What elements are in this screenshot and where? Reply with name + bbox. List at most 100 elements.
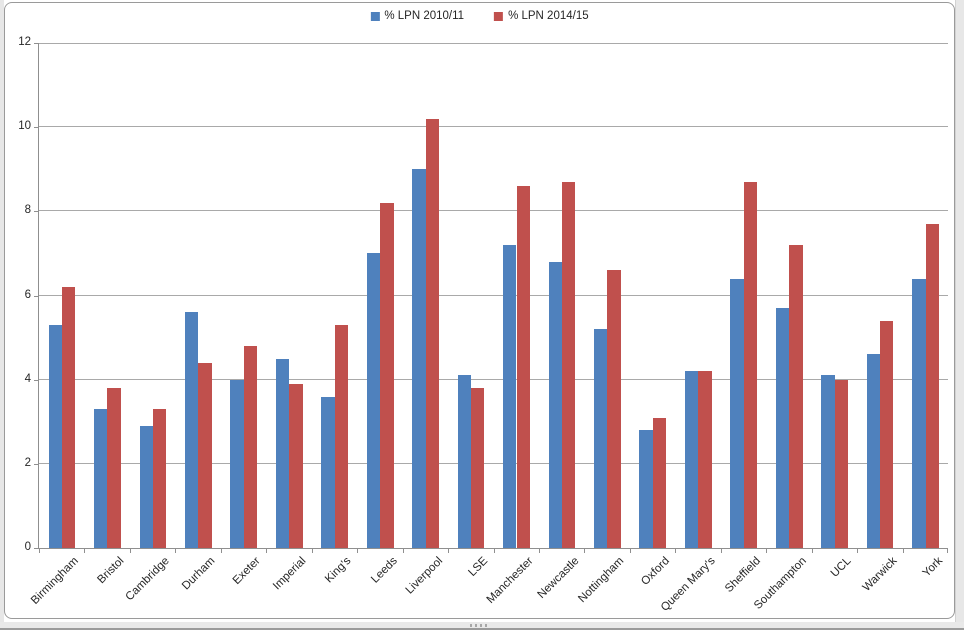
bar-nottingham-lpn-2014-15[interactable] <box>607 270 621 548</box>
bar-cambridge-lpn-2010-11[interactable] <box>139 425 153 548</box>
x-axis-tick <box>630 548 631 553</box>
bar-bristol-lpn-2010-11[interactable] <box>94 409 108 548</box>
legend-item-lpn-2014-15[interactable]: % LPN 2014/15 <box>494 10 589 22</box>
x-axis-tick <box>357 548 358 553</box>
x-axis-tick <box>84 548 85 553</box>
y-axis-label-6: 6 <box>24 288 31 301</box>
x-axis-tick <box>403 548 404 553</box>
x-axis-label-manchester: Manchester <box>484 555 536 606</box>
legend-label-lpn-2010-11: % LPN 2010/11 <box>384 10 465 22</box>
bar-york-lpn-2010-11[interactable] <box>912 278 926 548</box>
bar-lse-lpn-2014-15[interactable] <box>471 388 485 548</box>
x-axis-tick <box>857 548 858 553</box>
bar-warwick-lpn-2014-15[interactable] <box>880 320 894 548</box>
x-axis-tick <box>175 548 176 553</box>
chart-area[interactable]: % LPN 2010/11 % LPN 2014/15 0 2 4 6 8 10 12 Bir… <box>4 2 955 619</box>
x-axis-tick <box>675 548 676 553</box>
bar-sheffield-lpn-2014-15[interactable] <box>743 181 758 548</box>
y-axis-tick <box>34 463 39 465</box>
x-axis-tick <box>130 548 131 553</box>
bar-liverpool-lpn-2010-11[interactable] <box>412 169 426 548</box>
legend-label-lpn-2014-15: % LPN 2014/15 <box>508 10 589 22</box>
bar-queen-mary-s-lpn-2010-11[interactable] <box>684 371 699 548</box>
worksheet-left-margin <box>0 0 4 622</box>
bar-birmingham-lpn-2010-11[interactable] <box>48 324 62 548</box>
x-axis-label-lse: LSE <box>466 555 491 579</box>
x-axis-tick <box>584 548 585 553</box>
x-axis-label-imperial: Imperial <box>271 555 309 593</box>
legend-item-lpn-2010-11[interactable]: % LPN 2010/11 <box>370 10 464 22</box>
bar-leeds-lpn-2010-11[interactable] <box>366 253 381 548</box>
bar-oxford-lpn-2014-15[interactable] <box>652 417 667 548</box>
bar-bristol-lpn-2014-15[interactable] <box>107 388 121 548</box>
bar-king-s-lpn-2014-15[interactable] <box>334 324 349 548</box>
x-axis-label-oxford: Oxford <box>639 555 673 588</box>
bar-king-s-lpn-2010-11[interactable] <box>321 396 335 548</box>
bar-imperial-lpn-2014-15[interactable] <box>289 383 303 548</box>
bar-southampton-lpn-2014-15[interactable] <box>789 245 803 548</box>
x-axis-label-liverpool: Liverpool <box>403 555 445 597</box>
x-axis-tick <box>494 548 495 553</box>
y-axis-tick <box>34 43 39 44</box>
bar-durham-lpn-2014-15[interactable] <box>198 362 212 548</box>
gridline-8 <box>39 210 948 212</box>
y-axis-label-0: 0 <box>24 541 31 553</box>
bar-southampton-lpn-2010-11[interactable] <box>775 308 790 548</box>
bar-lse-lpn-2010-11[interactable] <box>457 375 472 548</box>
y-axis-tick <box>34 379 39 381</box>
x-axis-tick <box>266 548 267 553</box>
x-axis-tick <box>312 548 313 553</box>
x-axis-tick <box>448 548 449 553</box>
gridline-2 <box>39 462 948 464</box>
x-axis-label-york: York <box>920 555 945 580</box>
bar-imperial-lpn-2010-11[interactable] <box>275 358 290 548</box>
bar-warwick-lpn-2010-11[interactable] <box>866 354 881 548</box>
bar-birmingham-lpn-2014-15[interactable] <box>62 287 76 548</box>
bar-queen-mary-s-lpn-2014-15[interactable] <box>698 371 712 548</box>
bar-liverpool-lpn-2014-15[interactable] <box>425 118 439 548</box>
bar-sheffield-lpn-2010-11[interactable] <box>730 278 744 548</box>
bar-york-lpn-2014-15[interactable] <box>925 223 939 548</box>
window-bottom-edge <box>0 622 964 630</box>
x-axis-tick <box>812 548 813 553</box>
x-axis-label-leeds: Leeds <box>368 555 400 586</box>
x-axis-label-cambridge: Cambridge <box>123 555 173 604</box>
bar-leeds-lpn-2014-15[interactable] <box>380 202 394 548</box>
splitter-grip-icon[interactable] <box>470 624 487 627</box>
bar-ucl-lpn-2014-15[interactable] <box>834 379 849 548</box>
x-axis-label-king-s: King's <box>323 555 354 586</box>
y-axis-tick <box>34 548 39 549</box>
y-axis-tick <box>34 211 39 213</box>
bar-ucl-lpn-2010-11[interactable] <box>821 375 835 548</box>
x-axis-tick <box>39 548 40 553</box>
legend-swatch-blue-icon <box>370 11 380 21</box>
bar-newcastle-lpn-2010-11[interactable] <box>548 261 562 548</box>
x-axis-tick <box>221 548 222 553</box>
bar-exeter-lpn-2010-11[interactable] <box>230 379 244 548</box>
y-axis-tick <box>34 127 39 129</box>
x-axis-label-ucl: UCL <box>829 555 854 580</box>
x-axis-label-birmingham: Birmingham <box>29 555 82 607</box>
plot-area: 0 2 4 6 8 10 12 Birmingham Bristol Cambridge Durha… <box>18 36 948 614</box>
x-axis-label-exeter: Exeter <box>231 555 264 587</box>
bar-manchester-lpn-2014-15[interactable] <box>516 186 530 548</box>
bar-exeter-lpn-2014-15[interactable] <box>243 346 258 548</box>
x-axis-label-bristol: Bristol <box>95 555 127 587</box>
x-axis-label-durham: Durham <box>180 555 218 593</box>
y-axis-label-10: 10 <box>18 120 31 133</box>
gridline-10 <box>39 126 948 128</box>
x-axis-label-newcastle: Newcastle <box>535 555 582 602</box>
worksheet-right-margin <box>955 0 964 622</box>
bar-durham-lpn-2010-11[interactable] <box>184 312 199 548</box>
x-axis-tick <box>539 548 540 553</box>
bar-manchester-lpn-2010-11[interactable] <box>503 245 517 548</box>
bar-nottingham-lpn-2010-11[interactable] <box>594 329 608 548</box>
legend-swatch-red-icon <box>494 11 504 21</box>
bar-oxford-lpn-2010-11[interactable] <box>639 430 653 548</box>
x-axis-label-warwick: Warwick <box>860 555 900 594</box>
x-axis-tick <box>766 548 767 553</box>
y-axis-label-8: 8 <box>24 204 31 217</box>
bar-cambridge-lpn-2014-15[interactable] <box>152 409 167 548</box>
x-axis-tick <box>903 548 904 553</box>
bar-newcastle-lpn-2014-15[interactable] <box>561 181 576 548</box>
